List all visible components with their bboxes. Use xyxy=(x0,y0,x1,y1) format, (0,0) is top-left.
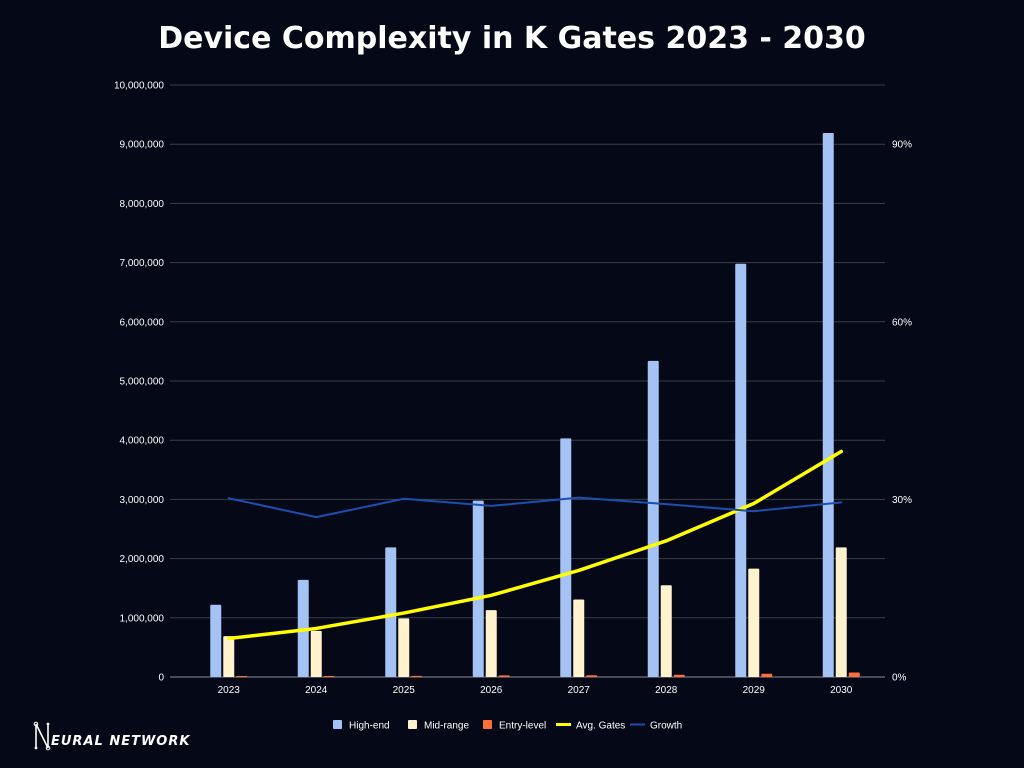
y-left-tick-label: 4,000,000 xyxy=(120,436,165,447)
bar-entry-level xyxy=(498,675,510,677)
legend-label-entry-level: Entry-level xyxy=(499,721,546,732)
x-tick-label: 2029 xyxy=(743,685,766,696)
legend-swatch-high-end xyxy=(333,720,342,729)
y-right-tick-label: 60% xyxy=(892,317,912,328)
neural-network-logo: EURAL NETWORK xyxy=(33,721,190,751)
bar-high-end xyxy=(822,132,834,677)
bar-mid-range xyxy=(835,547,847,677)
y-left-tick-label: 6,000,000 xyxy=(120,317,165,328)
x-tick-label: 2024 xyxy=(305,685,328,696)
bar-mid-range xyxy=(398,618,410,677)
y-left-tick-label: 1,000,000 xyxy=(120,613,165,624)
bar-mid-range xyxy=(573,599,585,677)
y-left-tick-label: 9,000,000 xyxy=(120,140,165,151)
x-tick-label: 2026 xyxy=(480,685,503,696)
legend-label-high-end: High-end xyxy=(349,721,390,732)
bar-high-end xyxy=(560,438,572,677)
y-right-tick-label: 0% xyxy=(892,673,907,684)
legend-swatch-entry-level xyxy=(483,720,492,729)
y-left-tick-label: 2,000,000 xyxy=(120,554,165,565)
bar-entry-level xyxy=(323,676,335,677)
bar-mid-range xyxy=(748,568,760,677)
bar-mid-range xyxy=(310,630,322,677)
bar-entry-level xyxy=(411,675,423,677)
bar-mid-range xyxy=(485,610,497,677)
x-tick-label: 2023 xyxy=(218,685,241,696)
legend: High-end Mid-range Entry-level Avg. Gates Gr… xyxy=(333,720,682,732)
bar-entry-level xyxy=(761,673,773,677)
y-left-tick-label: 3,000,000 xyxy=(120,495,165,506)
x-tick-label: 2030 xyxy=(830,685,853,696)
y-left-tick-label: 8,000,000 xyxy=(120,199,165,210)
y-right-tick-label: 90% xyxy=(892,140,912,151)
y-left-tick-label: 0 xyxy=(158,673,164,684)
bar-high-end xyxy=(210,604,222,677)
legend-label-avg-gates: Avg. Gates xyxy=(576,721,625,732)
bar-entry-level xyxy=(236,676,248,677)
bar-mid-range xyxy=(223,636,235,677)
chart-title: Device Complexity in K Gates 2023 - 2030 xyxy=(158,21,866,56)
bar-high-end xyxy=(647,360,659,677)
y-left-tick-label: 10,000,000 xyxy=(114,81,164,92)
bar-entry-level xyxy=(586,675,598,677)
bar-mid-range xyxy=(660,585,672,677)
line-growth xyxy=(227,496,843,519)
bars xyxy=(210,132,860,677)
logo-text: EURAL NETWORK xyxy=(51,734,190,749)
bar-high-end xyxy=(472,500,484,677)
y-left-tick-label: 7,000,000 xyxy=(120,258,165,269)
y-left-tick-label: 5,000,000 xyxy=(120,377,165,388)
bar-high-end xyxy=(735,263,747,677)
bar-entry-level xyxy=(848,672,860,677)
bar-entry-level xyxy=(673,674,685,677)
legend-label-mid-range: Mid-range xyxy=(424,721,469,732)
x-tick-label: 2027 xyxy=(568,685,591,696)
legend-swatch-mid-range xyxy=(408,720,417,729)
lines xyxy=(227,449,843,641)
legend-label-growth: Growth xyxy=(650,721,682,732)
x-tick-label: 2028 xyxy=(655,685,678,696)
x-tick-label: 2025 xyxy=(393,685,416,696)
gridlines xyxy=(170,84,885,678)
axes: 0 1,000,000 2,000,000 3,000,000 4,000,000 5,0… xyxy=(114,81,912,697)
y-right-tick-label: 30% xyxy=(892,495,912,506)
neuron-glyph-icon xyxy=(33,721,51,751)
bar-high-end xyxy=(385,547,397,677)
